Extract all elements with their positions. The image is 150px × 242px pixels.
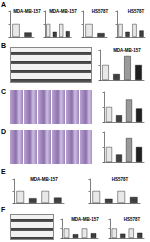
html-text:F: F xyxy=(1,206,6,213)
svg-text:MDA-MB-157: MDA-MB-157 xyxy=(13,9,41,14)
svg-text:MDA-MB-157: MDA-MB-157 xyxy=(71,217,99,222)
html-text:B: B xyxy=(1,42,7,49)
svg-text:MDA-MB-157: MDA-MB-157 xyxy=(113,48,141,53)
svg-text:MDA-MB-157: MDA-MB-157 xyxy=(49,9,77,14)
html-text:C: C xyxy=(1,88,7,95)
svg-text:HS578T: HS578T xyxy=(124,217,141,222)
html-text:E: E xyxy=(1,168,6,175)
svg-text:HS578T: HS578T xyxy=(92,9,109,14)
svg-text:HS578T: HS578T xyxy=(128,9,145,14)
svg-text:HS578T: HS578T xyxy=(112,177,129,182)
html-text:A: A xyxy=(1,1,7,8)
svg-text:MDA-MB-157: MDA-MB-157 xyxy=(30,177,58,182)
html-text:D: D xyxy=(1,128,7,135)
